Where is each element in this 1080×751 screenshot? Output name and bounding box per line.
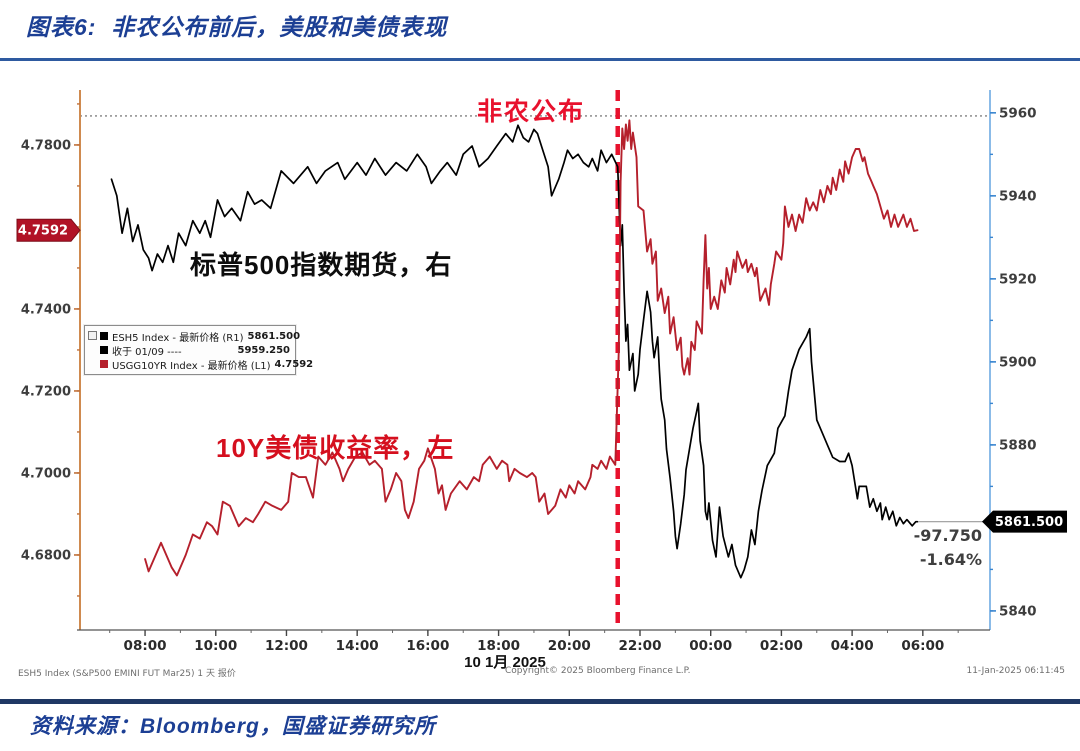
svg-text:00:00: 00:00 [689,638,732,654]
svg-text:4.7200: 4.7200 [21,384,71,399]
change-annotation: -97.750 -1.64% [898,524,982,572]
page-title: 图表6: 非农公布前后，美股和美债表现 [26,14,448,40]
svg-text:5940: 5940 [999,188,1037,204]
svg-text:02:00: 02:00 [760,638,803,654]
svg-text:10:00: 10:00 [194,638,237,654]
svg-text:06:00: 06:00 [901,638,944,654]
svg-text:12:00: 12:00 [265,638,308,654]
bottom-divider [0,699,1080,704]
bond-yield-series-label: 10Y美债收益率，左 [216,433,455,463]
legend-label: ESH5 Index - 最新价格 (R1) [112,332,244,344]
legend-label: USGG10YR Index - 最新价格 (L1) [112,360,271,372]
change-value: -97.750 [913,526,982,545]
sp500-series-label: 标普500指数期货，右 [190,250,453,280]
svg-text:16:00: 16:00 [406,638,449,654]
svg-text:14:00: 14:00 [336,638,379,654]
ticker-footnote: ESH5 Index (S&P500 EMINI FUT Mar25) 1 天 … [18,669,236,679]
chart-legend: ESH5 Index - 最新价格 (R1) 5861.500 收于 01/09… [84,325,313,375]
svg-text:5900: 5900 [999,354,1037,370]
svg-text:4.7592: 4.7592 [18,224,68,239]
source-attribution: 资料来源：Bloomberg，国盛证券研究所 [30,715,436,738]
legend-value: 5959.250 [237,344,290,356]
svg-text:4.6800: 4.6800 [21,548,71,563]
release-annotation: 非农公布 [477,98,586,126]
legend-row-usgg10yr: USGG10YR Index - 最新价格 (L1) 4.7592 [100,357,313,372]
svg-text:18:00: 18:00 [477,638,520,654]
svg-text:08:00: 08:00 [124,638,167,654]
svg-text:5920: 5920 [999,271,1037,287]
svg-text:4.7800: 4.7800 [21,138,71,153]
svg-text:20:00: 20:00 [548,638,591,654]
legend-row-esh5: ESH5 Index - 最新价格 (R1) 5861.500 [100,329,300,344]
legend-expand-icon [88,331,97,340]
svg-text:10 1月 2025: 10 1月 2025 [464,654,546,671]
legend-value: 4.7592 [274,358,314,370]
svg-text:22:00: 22:00 [619,638,662,654]
legend-label: 收于 01/09 ---- [112,346,182,358]
change-percent: -1.64% [919,550,982,569]
title-divider [0,58,1080,61]
black-swatch-icon [100,332,108,340]
svg-text:5960: 5960 [999,105,1037,121]
svg-text:5840: 5840 [999,603,1037,619]
copyright-footnote: Copyright© 2025 Bloomberg Finance L.P. [505,666,691,676]
svg-text:4.7000: 4.7000 [21,466,71,481]
svg-text:4.7400: 4.7400 [21,302,71,317]
black-swatch-icon [100,346,108,354]
legend-row-prior-close: 收于 01/09 ---- 5959.250 [100,343,290,358]
svg-text:04:00: 04:00 [831,638,874,654]
svg-text:5861.500: 5861.500 [995,515,1063,530]
red-swatch-icon [100,360,108,368]
timestamp-footnote: 11-Jan-2025 06:11:45 [966,666,1065,676]
svg-text:5880: 5880 [999,437,1037,453]
legend-value: 5861.500 [247,330,301,342]
